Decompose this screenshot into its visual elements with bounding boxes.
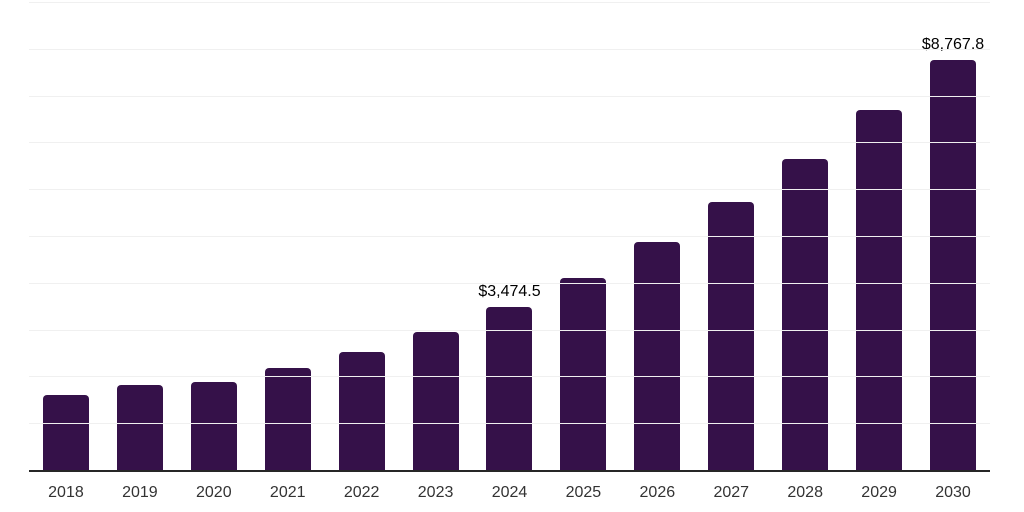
gridline-8000 [29,95,990,97]
bar-slot-2024: $3,474.5 [473,2,547,470]
gridline-4000 [29,282,990,284]
bar-2021[interactable] [264,367,311,470]
bar-2027[interactable] [708,202,755,470]
bar-slot-2023 [399,2,473,470]
bar-slot-2028 [768,2,842,470]
gridline-6000 [29,189,990,191]
x-axis-tick-label-2019: 2019 [122,484,158,501]
gridline-5000 [29,236,990,237]
data-label-2030: $8,767.8 [921,35,985,53]
bar-2028[interactable] [782,159,829,470]
gridline-3000 [29,329,990,331]
bar-2023[interactable] [412,331,459,470]
bar-slot-2029 [842,2,916,470]
gridline-7000 [29,142,990,144]
bar-2030[interactable] [930,59,977,470]
x-axis-tick-label-2028: 2028 [787,484,823,501]
bar-slot-2030: $8,767.8 [916,2,990,470]
x-axis-tick-label-2022: 2022 [343,484,380,501]
data-label-2024: $3,474.5 [478,283,541,301]
bar-2022[interactable] [338,352,385,470]
x-axis-tick-label-2020: 2020 [196,484,232,501]
x-axis-tick-label-2025: 2025 [565,484,602,501]
x-axis-tick-label-2023: 2023 [417,484,454,501]
bar-2025[interactable] [560,278,607,470]
bar-2018[interactable] [42,395,89,470]
gridline-10000 [29,2,990,3]
x-axis-tick-label-2021: 2021 [269,484,306,501]
bar-slot-2018 [29,2,103,470]
plot-area: $3,474.5 $8,767.8 [29,2,990,472]
bar-2020[interactable] [190,381,237,470]
bar-slot-2022 [325,2,399,470]
x-axis-tick-label-2024: 2024 [491,484,528,501]
bar-2024[interactable] [486,307,533,470]
bars-row: $3,474.5 $8,767.8 [29,2,990,470]
bar-2019[interactable] [116,385,163,470]
bar-slot-2026 [620,2,694,470]
x-axis-tick-label-2030: 2030 [935,484,971,501]
bar-slot-2020 [177,2,251,470]
gridline-9000 [29,48,990,50]
x-axis-tick-label-2027: 2027 [713,484,750,501]
bar-slot-2027 [694,2,768,470]
bar-slot-2019 [103,2,177,470]
x-axis-tick-label-2029: 2029 [861,484,897,501]
bar-slot-2025 [546,2,620,470]
x-axis-tick-label-2026: 2026 [639,484,676,501]
bar-slot-2021 [251,2,325,470]
gridline-1000 [29,423,990,425]
bar-2029[interactable] [856,110,903,470]
bar-2026[interactable] [634,242,681,470]
x-axis-tick-label-2018: 2018 [48,484,84,501]
gridline-2000 [29,376,990,378]
x-axis-labels: 2018 2019 2020 2021 2022 2023 2024 2025 2026 2027… [29,472,990,501]
